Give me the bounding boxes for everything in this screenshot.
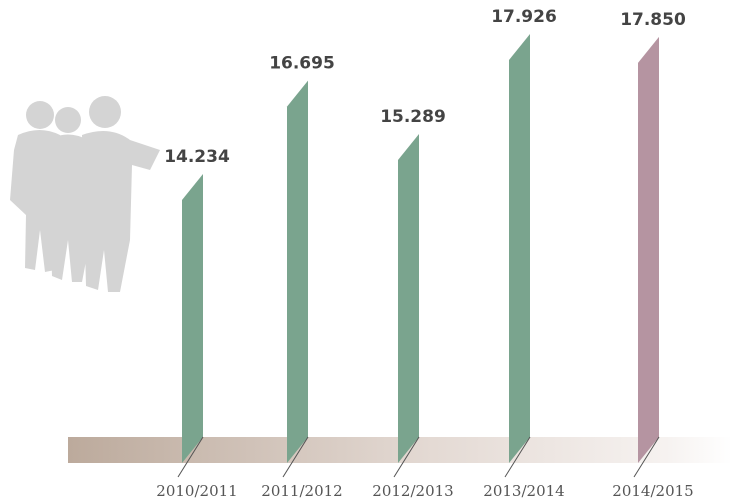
value-label: 17.926 [491,7,557,27]
label-leader [282,436,309,478]
x-tick-label: 2012/2013 [372,482,453,500]
children-silhouette [10,96,160,292]
x-tick-label: 2014/2015 [612,482,693,500]
bar [638,36,659,464]
value-label: 17.850 [620,10,686,30]
bar [182,174,203,463]
x-tick-label: 2011/2012 [261,482,342,500]
bar [509,34,530,463]
x-tick-label: 2010/2011 [156,482,237,500]
bar [398,133,419,464]
label-leader [633,436,660,478]
label-leader [504,436,531,478]
value-label: 14.234 [164,147,230,167]
value-label: 15.289 [380,107,446,127]
label-leader [393,436,420,478]
bar [287,80,308,463]
x-tick-label: 2013/2014 [483,482,564,500]
label-leader [177,436,204,478]
value-label: 16.695 [269,54,335,74]
